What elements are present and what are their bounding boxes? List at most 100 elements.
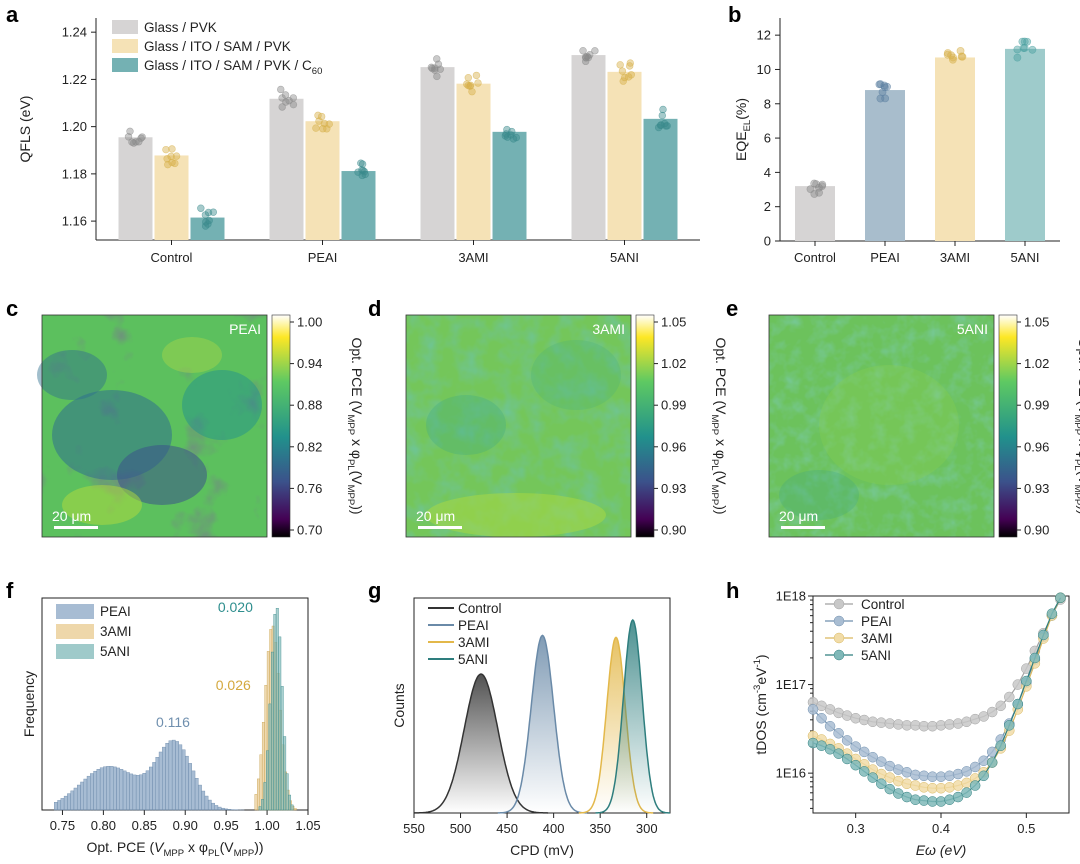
histogram-bar: [123, 771, 126, 810]
data-point: [661, 120, 668, 127]
map-region: [162, 337, 222, 373]
legend-label: 5ANI: [861, 648, 891, 663]
x-tick-label: 0.95: [213, 818, 238, 833]
legend-label: Glass / ITO / SAM / PVK / C60: [144, 58, 322, 77]
colorbar-tick-label: 0.99: [661, 398, 686, 413]
panel-letter-e: e: [726, 296, 738, 321]
y-axis-label: Counts: [391, 683, 407, 727]
data-point: [1055, 593, 1065, 603]
data-point: [286, 97, 293, 104]
data-point: [958, 53, 965, 60]
histogram-bar: [259, 807, 261, 810]
histogram-bar: [133, 775, 136, 810]
map-region: [819, 365, 959, 485]
histogram-bar: [221, 808, 224, 810]
histogram-bar: [228, 809, 231, 810]
data-point: [987, 707, 997, 717]
histogram-bar: [94, 771, 97, 810]
x-tick-label: 550: [403, 821, 425, 836]
legend-swatch: [56, 604, 94, 619]
data-point: [465, 82, 472, 89]
map-region: [426, 395, 506, 455]
y-tick-label: 1.24: [62, 25, 87, 40]
panel-letter-d: d: [368, 296, 381, 321]
colorbar-tick-label: 1.02: [1024, 356, 1049, 371]
x-tick-label: 0.80: [91, 818, 116, 833]
colorbar-tick-label: 0.96: [1024, 439, 1049, 454]
annotation-5ani: 0.020: [218, 599, 253, 615]
colorbar: [272, 315, 290, 537]
data-point: [1047, 609, 1057, 619]
data-point: [313, 125, 320, 132]
x-tick-label: 0.5: [1017, 821, 1035, 836]
data-point: [437, 66, 444, 73]
legend-label: 5ANI: [100, 644, 130, 659]
data-point: [813, 181, 820, 188]
histogram-bar: [136, 775, 139, 810]
annotation-peai: 0.116: [156, 714, 190, 730]
data-point: [504, 134, 511, 141]
scale-bar-label: 20 μm: [52, 508, 91, 524]
data-point: [617, 61, 624, 68]
panel-letter-b: b: [728, 2, 741, 27]
data-point: [138, 135, 145, 142]
histogram-bar: [271, 652, 273, 810]
data-point: [815, 189, 822, 196]
data-point: [197, 205, 204, 212]
legend-label: Control: [861, 597, 905, 612]
colorbar-label: Opt. PCE (VMPP x φPL(VMPP)): [1072, 337, 1080, 514]
histogram-bar: [90, 774, 93, 810]
scale-bar-label: 20 μm: [416, 508, 455, 524]
x-tick-label: PEAI: [870, 250, 900, 265]
histogram-bar: [64, 796, 67, 810]
y-tick-label: 1.18: [62, 166, 87, 181]
colorbar-tick-label: 1.05: [661, 315, 686, 330]
data-point: [1038, 630, 1048, 640]
histogram-bar: [257, 779, 259, 810]
colorbar: [999, 315, 1017, 537]
scale-bar-label: 20 μm: [779, 508, 818, 524]
histogram-bar: [218, 807, 221, 810]
legend-label: PEAI: [458, 618, 489, 633]
x-tick-label: 500: [450, 821, 472, 836]
bar: [935, 57, 975, 241]
data-point: [429, 65, 436, 72]
data-point: [962, 788, 972, 798]
histogram-bar: [113, 767, 116, 810]
data-point: [1013, 699, 1023, 709]
histogram-bar: [281, 686, 283, 810]
data-point: [851, 713, 861, 723]
data-point: [851, 760, 861, 770]
x-tick-label: 1.05: [295, 818, 320, 833]
data-point: [859, 747, 869, 757]
histogram-bar: [276, 608, 278, 810]
histogram-bar: [54, 802, 57, 810]
data-point: [1004, 720, 1014, 730]
histogram-bar: [198, 785, 201, 810]
y-tick-label: 0: [764, 234, 771, 249]
y-tick-label: 2: [764, 199, 771, 214]
data-point: [808, 704, 818, 714]
histogram-bar: [58, 800, 61, 810]
x-tick-label: 3AMI: [940, 250, 970, 265]
colorbar-tick-label: 0.90: [1024, 523, 1049, 538]
histogram-bar: [120, 769, 123, 810]
data-point: [360, 167, 367, 174]
data-point: [580, 47, 587, 54]
histogram-bar: [116, 768, 119, 810]
histogram-bar: [286, 774, 288, 810]
colorbar-tick-label: 1.05: [1024, 315, 1049, 330]
data-point: [996, 701, 1006, 711]
data-point: [948, 52, 955, 59]
data-point: [168, 153, 175, 160]
map-label: 5ANI: [957, 321, 988, 337]
y-tick-label: 1E17: [776, 677, 806, 692]
histogram-bar: [77, 785, 80, 810]
bar: [155, 155, 189, 240]
data-point: [996, 741, 1006, 751]
data-point: [1020, 44, 1027, 51]
histogram-bar: [169, 741, 172, 810]
data-point: [583, 54, 590, 61]
